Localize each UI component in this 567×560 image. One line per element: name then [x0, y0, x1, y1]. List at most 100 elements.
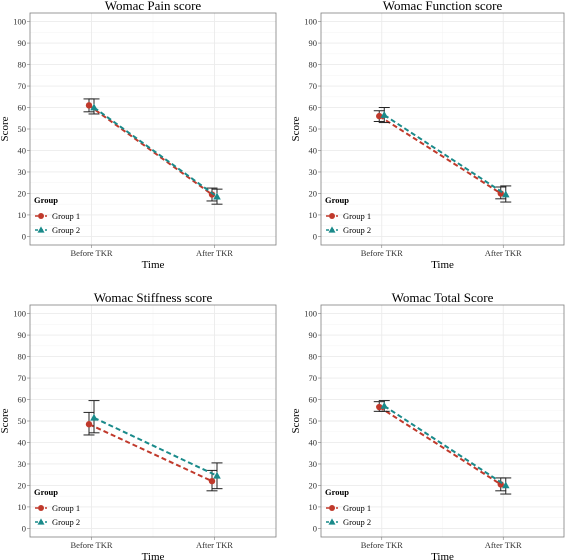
x-tick-label: After TKR — [196, 248, 233, 258]
y-tick-label: 0 — [313, 231, 317, 241]
y-tick-label: 20 — [18, 480, 27, 490]
legend-key-marker — [37, 226, 45, 233]
x-tick-label: After TKR — [485, 540, 522, 550]
y-tick-label: 30 — [309, 167, 318, 177]
y-tick-label: 30 — [18, 459, 27, 469]
data-point — [85, 421, 93, 428]
y-tick-label: 60 — [309, 103, 318, 113]
data-point — [380, 111, 389, 118]
y-tick-label: 10 — [309, 210, 318, 220]
data-point — [85, 102, 93, 109]
legend-key-marker — [38, 505, 44, 511]
chart-title: Womac Stiffness score — [94, 290, 213, 305]
series-1 — [373, 110, 507, 200]
legend-label: Group 1 — [343, 211, 371, 221]
chart-panel-2: Womac Function score 0 10 20 30 40 50 60 70 80 90 1… — [290, 0, 565, 271]
series-line — [93, 106, 218, 198]
x-tick-label: Before TKR — [361, 248, 403, 258]
y-tick-label: 0 — [22, 231, 26, 241]
y-tick-label: 80 — [18, 60, 27, 70]
legend-title: Group — [34, 487, 58, 497]
y-tick-label: 60 — [18, 103, 27, 113]
x-axis-title: Time — [431, 259, 454, 271]
y-tick-label: 0 — [313, 523, 317, 533]
y-tick-label: 80 — [309, 60, 318, 70]
y-tick-label: 100 — [304, 309, 317, 319]
data-point — [501, 481, 510, 489]
chart-panel-1: Womac Pain score 0 10 20 30 40 50 60 70 80 90 100 Be… — [0, 0, 277, 271]
legend-key-marker — [37, 518, 45, 525]
series-2 — [88, 98, 223, 205]
x-tick-label: After TKR — [485, 248, 522, 258]
y-tick-label: 50 — [309, 416, 318, 426]
y-tick-label: 10 — [18, 502, 27, 512]
data-point — [213, 192, 221, 200]
legend-label: Group 1 — [343, 503, 371, 513]
data-point — [90, 413, 98, 421]
y-tick-label: 100 — [13, 17, 26, 27]
y-tick-label: 20 — [309, 188, 318, 198]
y-tick-label: 50 — [18, 124, 27, 134]
legend-label: Group 1 — [52, 503, 80, 513]
y-axis-title: Score — [0, 116, 11, 141]
y-tick-label: 0 — [22, 523, 26, 533]
series-2 — [378, 107, 512, 203]
x-tick-label: Before TKR — [70, 248, 112, 258]
series-line — [378, 115, 502, 195]
data-point — [208, 477, 216, 485]
legend: Group Group 1 Group 2 — [34, 195, 80, 235]
x-tick-label: Before TKR — [361, 540, 403, 550]
x-axis-title: Time — [142, 551, 165, 560]
y-tick-label: 70 — [18, 373, 27, 383]
x-axis-title: Time — [142, 259, 165, 271]
legend-key-marker — [329, 213, 335, 219]
y-tick-label: 40 — [309, 437, 318, 447]
series-2 — [378, 400, 512, 495]
y-tick-label: 40 — [18, 437, 27, 447]
series-2 — [88, 400, 223, 490]
y-tick-label: 100 — [13, 309, 26, 319]
y-tick-label: 10 — [18, 210, 27, 220]
x-tick-label: Before TKR — [70, 540, 112, 550]
legend-key-marker — [328, 518, 336, 525]
y-axis-title: Score — [0, 408, 11, 433]
data-point — [380, 401, 389, 409]
chart-panel-4: Womac Total Score 0 10 20 30 40 50 60 70 80 90 100 B… — [290, 290, 565, 560]
legend-label: Group 2 — [52, 225, 80, 235]
data-point — [501, 190, 510, 198]
y-tick-label: 90 — [18, 330, 27, 340]
y-tick-label: 50 — [309, 124, 318, 134]
y-tick-label: 40 — [309, 145, 318, 155]
y-tick-label: 90 — [309, 38, 318, 48]
y-tick-label: 20 — [18, 188, 27, 198]
y-tick-label: 60 — [18, 395, 27, 405]
legend-key-marker — [328, 226, 336, 233]
data-point — [90, 103, 98, 111]
legend-title: Group — [34, 195, 58, 205]
legend-label: Group 2 — [343, 517, 371, 527]
y-axis-title: Score — [290, 408, 302, 433]
y-tick-label: 60 — [309, 395, 318, 405]
legend-key-marker — [329, 505, 335, 511]
series-line — [383, 405, 507, 487]
y-tick-label: 70 — [309, 81, 318, 91]
legend-title: Group — [325, 195, 349, 205]
chart-title: Womac Function score — [383, 0, 503, 13]
y-tick-label: 100 — [304, 17, 317, 27]
x-axis-title: Time — [431, 551, 454, 560]
series-line — [88, 423, 213, 483]
y-tick-label: 80 — [18, 352, 27, 362]
legend: Group Group 1 Group 2 — [325, 195, 371, 235]
legend-label: Group 1 — [52, 211, 80, 221]
y-tick-label: 30 — [18, 167, 27, 177]
y-tick-label: 10 — [309, 502, 318, 512]
series-line — [88, 104, 213, 196]
legend-title: Group — [325, 487, 349, 497]
y-axis-title: Score — [290, 116, 302, 141]
y-tick-label: 70 — [309, 373, 318, 383]
data-point — [213, 471, 221, 479]
y-tick-label: 90 — [18, 38, 27, 48]
series-line — [383, 114, 507, 196]
series-line — [93, 416, 218, 477]
legend-key-marker — [38, 213, 44, 219]
